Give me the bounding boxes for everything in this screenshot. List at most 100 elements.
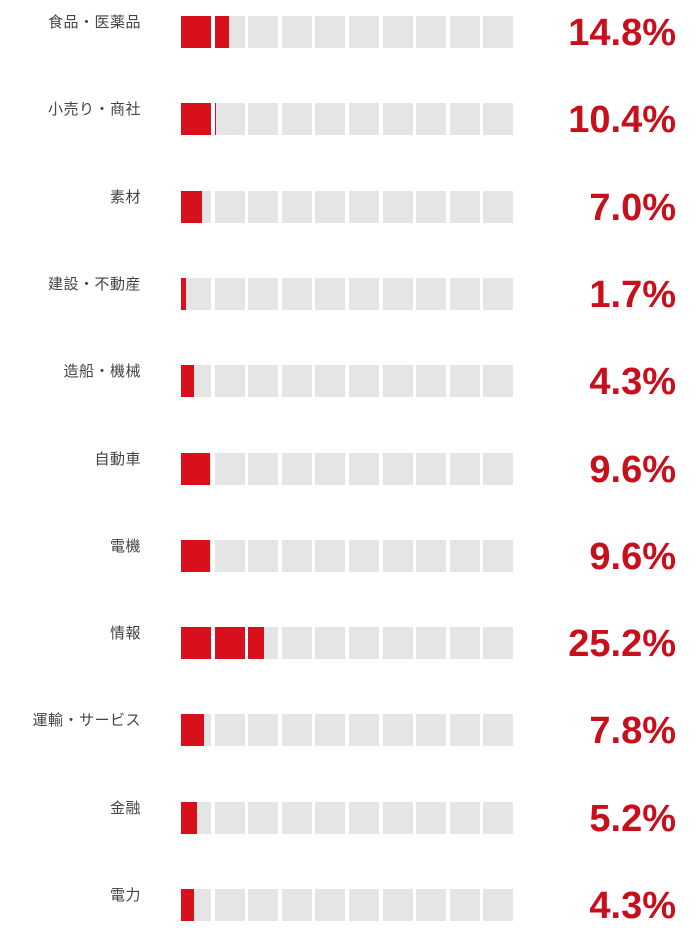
value-label: 9.6% [589, 535, 676, 578]
bar-cell [349, 190, 379, 223]
bar-fill [181, 539, 210, 572]
bar-cell [449, 452, 480, 485]
chart-row: 電機 9.6% [0, 535, 698, 580]
bar-fill [214, 627, 245, 660]
bar-cell [449, 103, 480, 136]
bar-cell [416, 16, 447, 48]
category-label: 電力 [109, 886, 141, 904]
chart-row: 電力 4.3% [0, 885, 698, 929]
bar-cell [349, 277, 379, 310]
bar-cell [214, 365, 245, 398]
bar-cell [181, 277, 211, 310]
bar-cell [349, 889, 379, 921]
bar-cell [315, 190, 346, 223]
value-label: 25.2% [568, 623, 676, 666]
bar-cell [214, 16, 245, 48]
bar-fill [181, 16, 211, 48]
bar-cell [315, 801, 346, 834]
bar-cell [416, 627, 447, 660]
bar-cell [416, 190, 447, 223]
bar-cell [315, 889, 346, 921]
bar-cell [449, 714, 480, 747]
bar-fill [181, 889, 194, 921]
bar-cell [281, 801, 312, 834]
value-label: 10.4% [568, 99, 676, 142]
bar-cell [382, 452, 413, 485]
bar-cell [248, 627, 279, 660]
chart-row: 金融 5.2% [0, 797, 698, 842]
bar-fill [181, 627, 211, 660]
bar-cell [382, 539, 413, 572]
bar-cell [382, 714, 413, 747]
bar-cell [214, 627, 245, 660]
bar-fill [181, 277, 187, 310]
bar-cell [281, 714, 312, 747]
bar-cell [416, 539, 447, 572]
value-label: 4.3% [589, 885, 676, 927]
bar-cell [281, 277, 312, 310]
bar-cell [315, 16, 346, 48]
bar-cell [416, 103, 447, 136]
bar-cell [181, 889, 211, 921]
bar-cell [382, 627, 413, 660]
chart-row: 食品・医薬品 14.8% [0, 13, 698, 56]
chart-row: 情報 25.2% [0, 623, 698, 667]
bar-cell [483, 627, 514, 660]
bar-cell [483, 365, 514, 398]
bar-fill [214, 103, 216, 136]
bar-cell [214, 103, 245, 136]
bar-cell [349, 627, 379, 660]
bar-cell [248, 190, 279, 223]
bar-cell [416, 889, 447, 921]
chart-row: 運輸・サービス 7.8% [0, 711, 698, 754]
bar-fill [181, 452, 210, 485]
bar-cell [214, 277, 245, 310]
bar-cell [248, 889, 279, 921]
value-label: 1.7% [589, 273, 676, 316]
category-label: 建設・不動産 [47, 274, 141, 293]
bar-cell [248, 103, 279, 136]
bar-cell [315, 627, 346, 660]
bar-cell [449, 627, 480, 660]
bar-fill [214, 16, 229, 48]
bar-cell [181, 539, 211, 572]
bar-cell [315, 714, 346, 747]
bar-fill [181, 714, 205, 747]
bar-cell [449, 539, 480, 572]
bar-cell [248, 714, 279, 747]
bar-cell [382, 801, 413, 834]
bar-cell [214, 889, 245, 921]
bar-cell [214, 714, 245, 747]
bar-cell [281, 16, 312, 48]
bar-cell [214, 190, 245, 223]
bar-cell [349, 103, 379, 136]
bar-cell [181, 452, 211, 485]
bar-cell [181, 190, 211, 223]
bar-cell [483, 103, 514, 136]
chart-row: 造船・機械 4.3% [0, 362, 698, 405]
bar-cell [248, 539, 279, 572]
bar-cell [181, 801, 211, 834]
bar-cell [382, 889, 413, 921]
bar-cell [483, 714, 514, 747]
bar-fill [181, 801, 197, 834]
bar-cell [382, 103, 413, 136]
category-label: 情報 [109, 624, 141, 643]
bar-cell [315, 365, 346, 398]
bar-cell [281, 889, 312, 921]
bar-cell [382, 190, 413, 223]
bar-cell [483, 190, 514, 223]
bar-cell [281, 365, 312, 398]
bar-cell [214, 452, 245, 485]
bar-cell [181, 714, 211, 747]
bar-cell [349, 365, 379, 398]
bar-cell [315, 539, 346, 572]
bar-cell [449, 16, 480, 48]
bar-cell [349, 539, 379, 572]
bar-cell [281, 539, 312, 572]
bar-cell [281, 190, 312, 223]
bar-cell [248, 277, 279, 310]
bar-cell [382, 365, 413, 398]
bar-cell [483, 889, 514, 921]
value-label: 5.2% [589, 797, 676, 840]
